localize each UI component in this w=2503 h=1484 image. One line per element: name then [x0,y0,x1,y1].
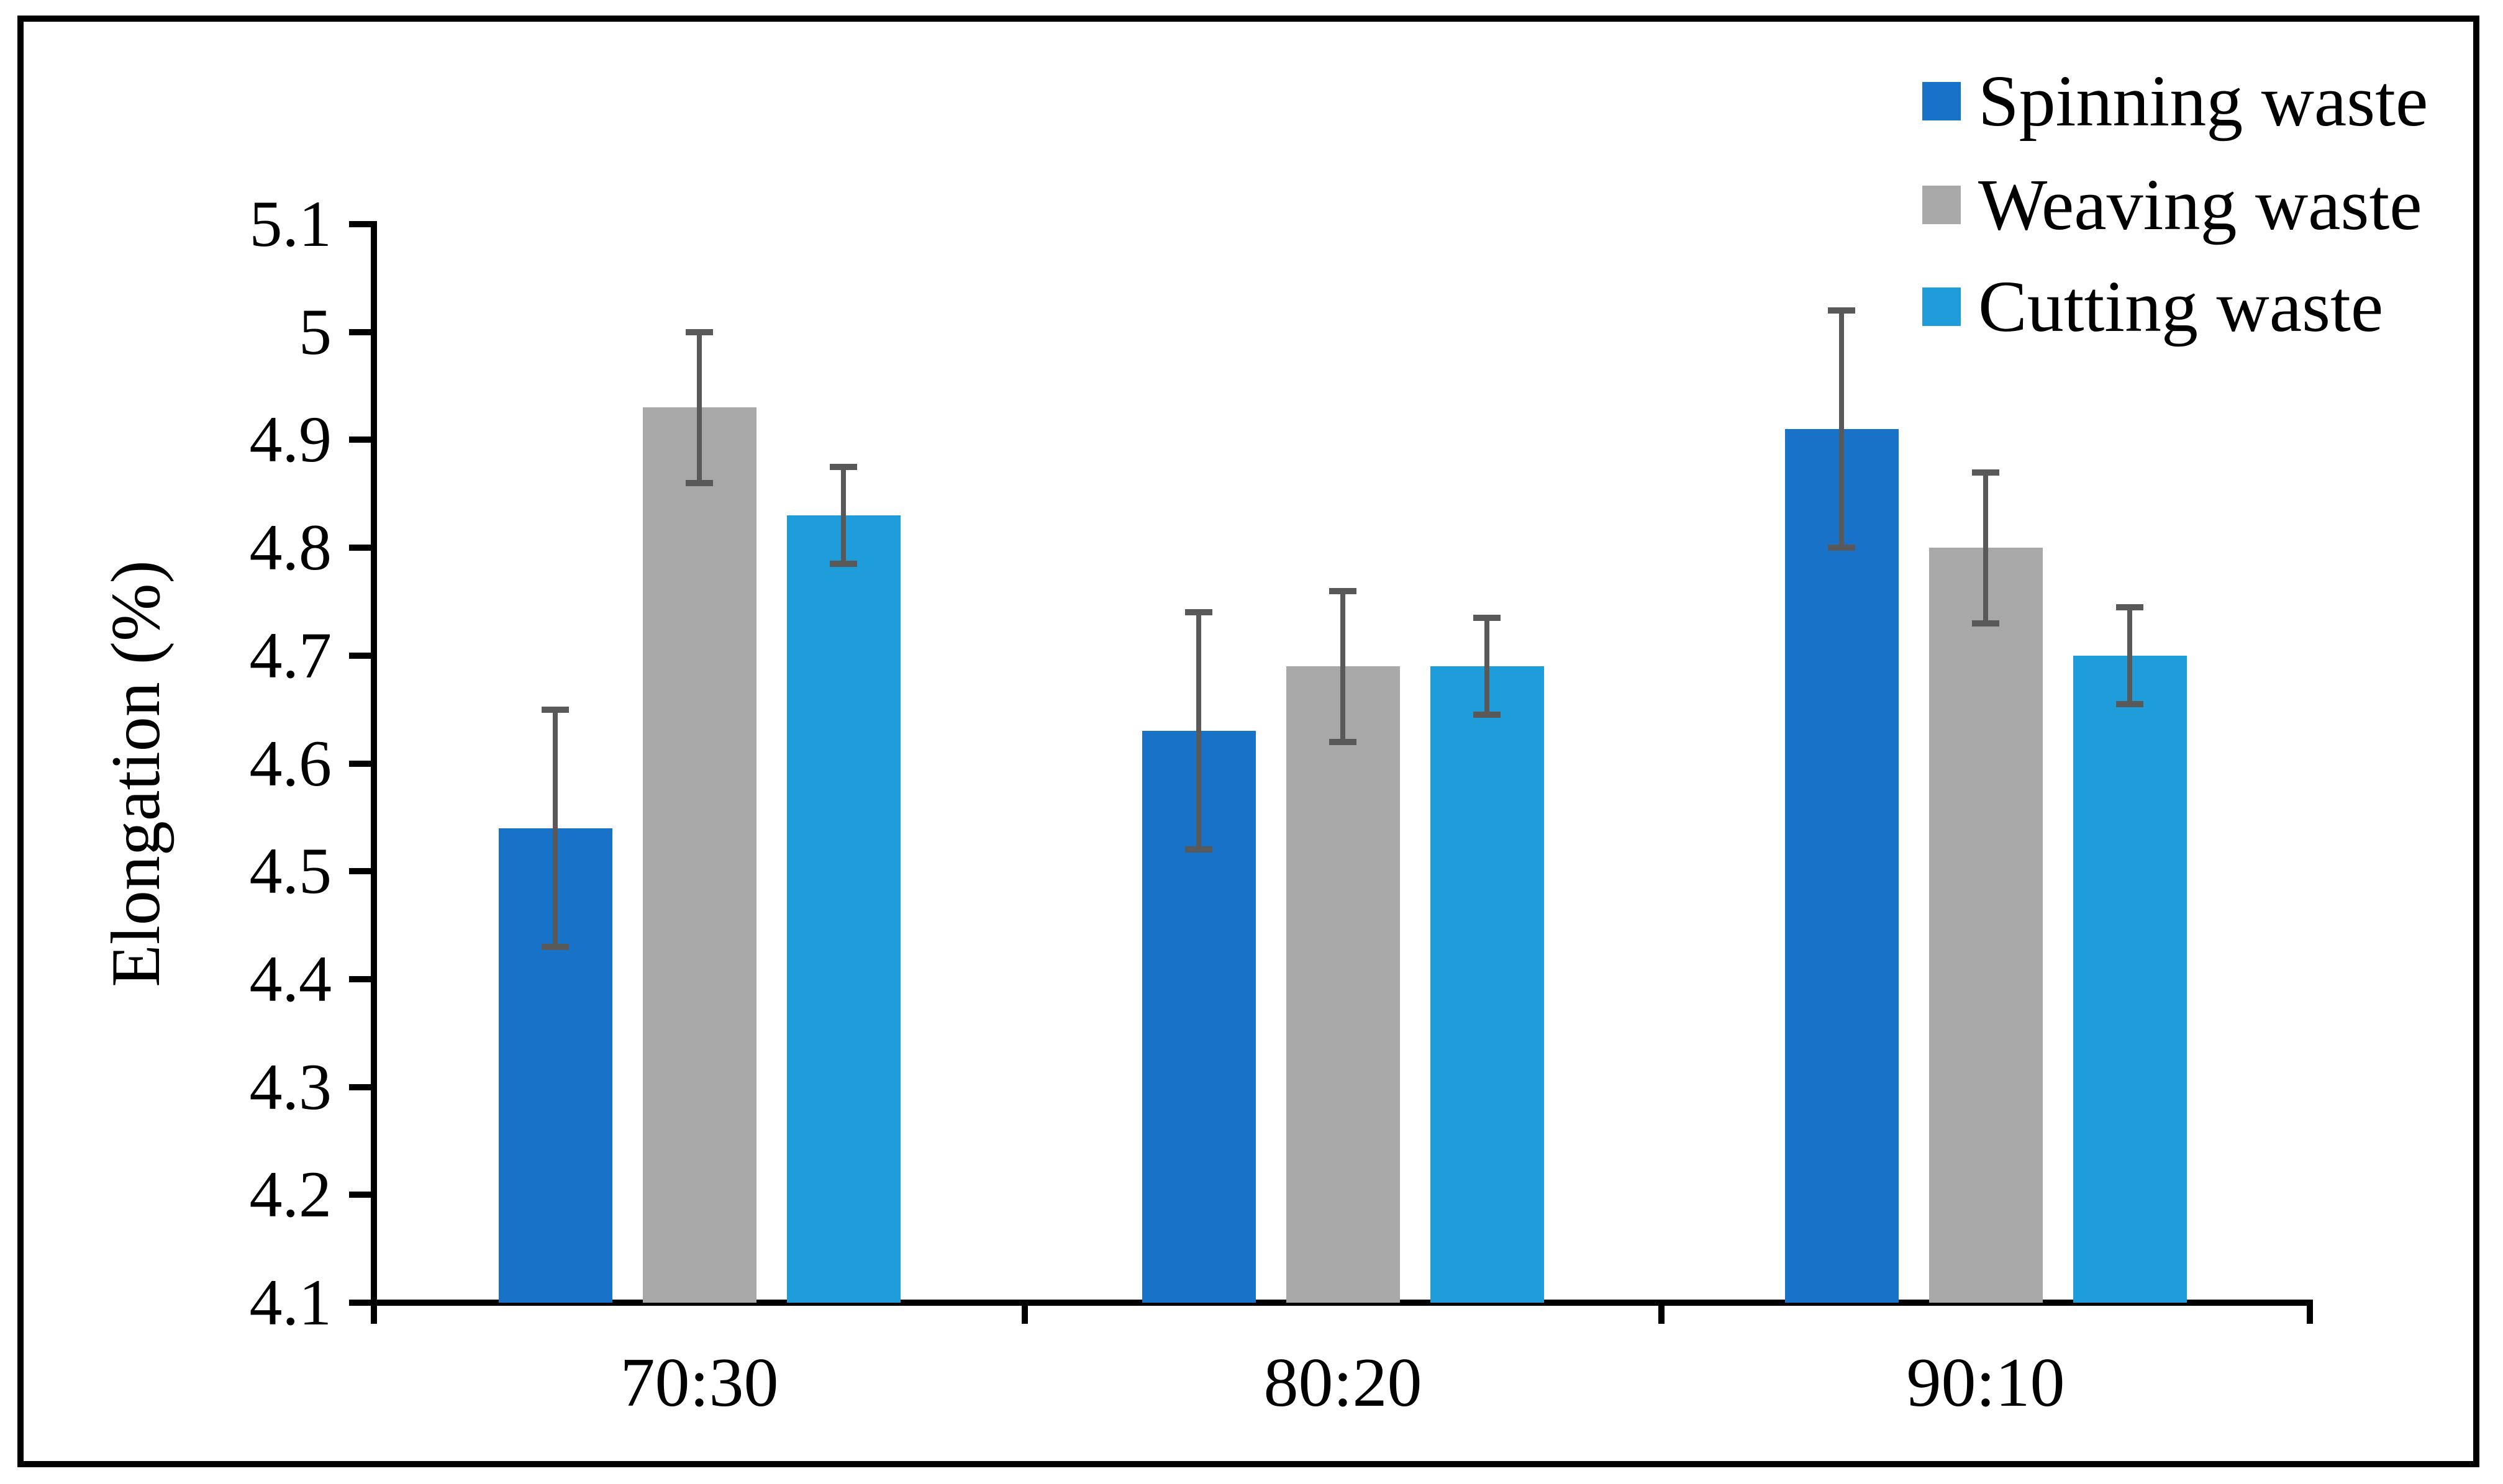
bar-weaving-waste-80-20 [1286,666,1400,1303]
y-tick-4.5 [349,868,373,875]
y-tick-label-4.5: 4.5 [249,835,332,908]
y-axis-line [371,221,377,1324]
bar-cutting-waste-80-20 [1430,666,1544,1303]
legend-label-cutting-waste: Cutting waste [1978,266,2384,347]
error-bar-cutting-waste-90-10 [2127,607,2132,704]
y-tick-label-4.4: 4.4 [249,942,332,1015]
y-tick-label-4.1: 4.1 [249,1266,332,1339]
x-category-label-70-30: 70:30 [620,1344,779,1421]
error-bar-weaving-waste-90-10 [1983,472,1988,623]
error-cap-bottom-weaving-waste-90-10 [1972,620,1999,627]
legend-item-spinning-waste: Spinning waste [1922,61,2428,142]
x-tick-1 [1022,1303,1028,1324]
error-cap-top-spinning-waste-70-30 [542,706,569,713]
legend-swatch-spinning-waste [1922,82,1961,120]
legend-swatch-weaving-waste [1922,186,1961,224]
legend-item-cutting-waste: Cutting waste [1922,266,2383,347]
y-tick-label-4.2: 4.2 [249,1158,332,1231]
figure-border [17,16,2479,1467]
y-tick-label-5: 5 [299,295,332,368]
y-tick-label-4.6: 4.6 [249,726,332,800]
y-tick-4.7 [349,652,373,659]
legend-item-weaving-waste: Weaving waste [1922,165,2422,245]
y-tick-label-4.8: 4.8 [249,511,332,584]
y-tick-5.1 [349,221,373,227]
legend-label-weaving-waste: Weaving waste [1978,164,2422,245]
error-cap-top-weaving-waste-90-10 [1972,469,1999,476]
x-tick-2 [1658,1303,1665,1324]
error-bar-cutting-waste-80-20 [1484,618,1489,715]
error-cap-top-spinning-waste-90-10 [1828,307,1855,314]
error-cap-bottom-weaving-waste-80-20 [1329,738,1356,745]
error-cap-top-weaving-waste-80-20 [1329,587,1356,594]
x-category-label-90-10: 90:10 [1906,1344,2065,1421]
error-cap-top-cutting-waste-70-30 [830,463,857,470]
bar-weaving-waste-70-30 [642,407,756,1303]
y-tick-4.6 [349,760,373,767]
error-bar-cutting-waste-70-30 [841,466,846,564]
y-tick-4.8 [349,545,373,551]
error-bar-spinning-waste-90-10 [1839,310,1844,548]
y-tick-label-4.7: 4.7 [249,618,332,692]
y-tick-label-4.9: 4.9 [249,403,332,476]
x-tick-3 [2307,1303,2313,1324]
y-tick-4.2 [349,1192,373,1198]
error-cap-bottom-cutting-waste-90-10 [2116,700,2143,707]
y-tick-label-4.3: 4.3 [249,1050,332,1123]
error-cap-bottom-cutting-waste-80-20 [1473,712,1501,718]
bar-spinning-waste-90-10 [1784,429,1899,1303]
error-cap-bottom-cutting-waste-70-30 [830,561,857,568]
y-tick-label-5.1: 5.1 [249,188,332,260]
bar-cutting-waste-70-30 [786,515,901,1303]
y-tick-4.9 [349,437,373,443]
legend-label-spinning-waste: Spinning waste [1978,60,2428,142]
x-category-label-80-20: 80:20 [1263,1344,1422,1421]
error-cap-top-cutting-waste-90-10 [2116,604,2143,610]
error-cap-top-spinning-waste-80-20 [1185,609,1212,616]
error-bar-weaving-waste-70-30 [697,332,702,483]
x-axis-line [371,1300,2313,1306]
error-cap-bottom-spinning-waste-90-10 [1828,545,1855,551]
error-cap-top-cutting-waste-80-20 [1473,615,1501,621]
x-tick-0 [371,1303,377,1324]
y-tick-4.1 [349,1300,373,1306]
error-cap-bottom-spinning-waste-80-20 [1185,846,1212,853]
error-bar-weaving-waste-80-20 [1340,590,1345,742]
error-cap-bottom-weaving-waste-70-30 [686,479,713,486]
error-bar-spinning-waste-70-30 [553,709,558,947]
error-bar-spinning-waste-80-20 [1196,612,1201,850]
error-cap-top-weaving-waste-70-30 [686,328,713,335]
y-tick-4.4 [349,975,373,982]
legend-swatch-cutting-waste [1922,287,1961,326]
y-tick-4.3 [349,1084,373,1090]
error-cap-bottom-spinning-waste-70-30 [542,943,569,950]
y-tick-5 [349,328,373,335]
bar-weaving-waste-90-10 [1928,548,2043,1303]
bar-cutting-waste-90-10 [2073,655,2187,1303]
